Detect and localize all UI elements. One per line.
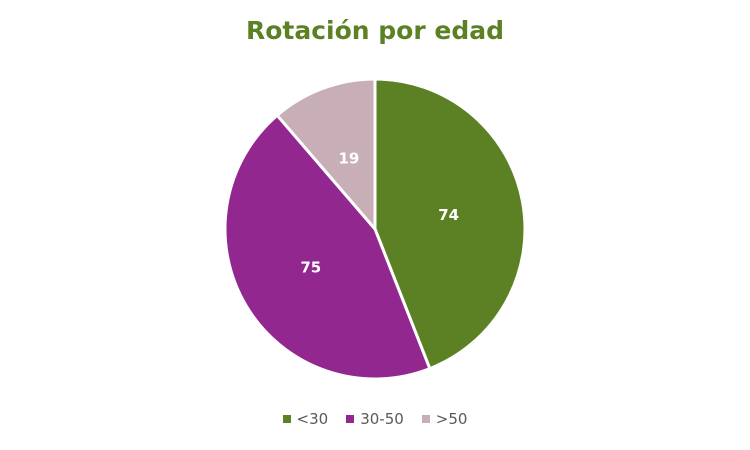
legend-item: 30-50 [346,410,404,428]
chart-title: Rotación por edad [245,16,505,45]
pie-data-label: 19 [338,150,359,168]
pie-data-label: 75 [300,259,321,277]
pie-slice [275,77,377,231]
legend-label: <30 [296,410,329,428]
legend-item: >50 [421,410,468,428]
pie-slice [373,77,527,371]
legend: <30 30-50 >50 [0,410,750,428]
pie-slice [223,113,432,381]
pie-data-label: 74 [438,206,459,224]
legend-label: 30-50 [360,410,404,428]
legend-label: >50 [435,410,468,428]
legend-swatch [346,415,355,423]
legend-swatch [421,415,430,423]
legend-swatch [282,415,291,423]
legend-item: <30 [282,410,329,428]
